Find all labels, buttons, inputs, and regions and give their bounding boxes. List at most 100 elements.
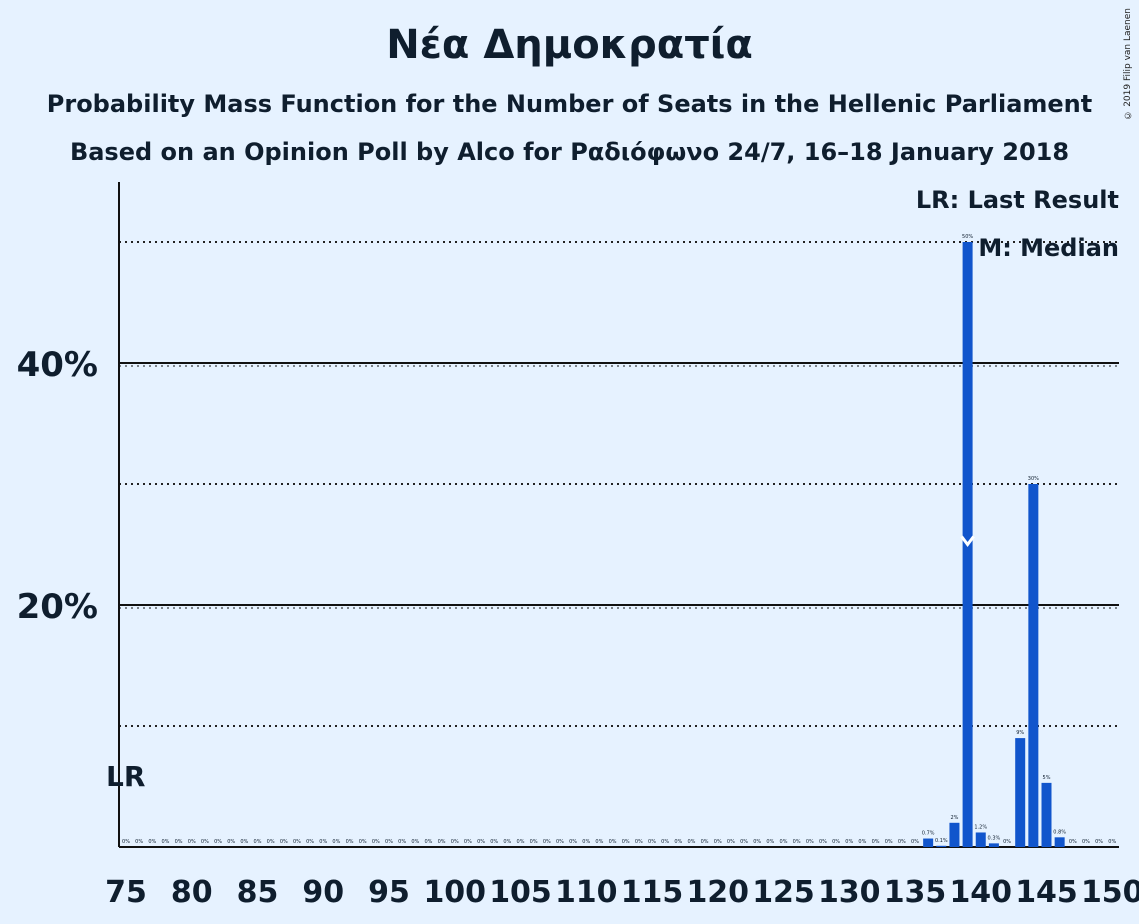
data-label-seat-86: 0% [267,839,275,845]
chart-subtitle: Probability Mass Function for the Number… [46,90,1093,118]
chart-title: Νέα Δημοκρατία [386,22,753,68]
data-label-seat-92: 0% [346,839,354,845]
data-label-seat-100: 0% [451,839,459,845]
data-label-seat-111: 0% [595,839,603,845]
data-label-seat-96: 0% [398,839,406,845]
data-label-seat-139: 50% [962,234,973,240]
x-tick-label: 150 [1081,875,1139,910]
data-label-seat-95: 0% [385,839,393,845]
data-label-seat-129: 0% [832,839,840,845]
data-label-seat-130: 0% [845,839,853,845]
data-label-seat-120: 0% [714,839,722,845]
data-label-seat-108: 0% [556,839,564,845]
data-label-seat-115: 0% [648,839,656,845]
legend-last-result: LR: Last Result [915,186,1119,214]
data-label-seat-148: 0% [1082,839,1090,845]
data-label-seat-98: 0% [424,839,432,845]
data-label-seat-146: 0.8% [1053,829,1066,835]
data-label-seat-78: 0% [161,839,169,845]
data-label-seat-87: 0% [280,839,288,845]
x-tick-label: 100 [423,875,486,910]
data-label-seat-105: 0% [517,839,525,845]
data-label-seat-97: 0% [411,839,419,845]
data-label-seat-109: 0% [569,839,577,845]
data-label-seat-80: 0% [188,839,196,845]
data-label-seat-137: 0.1% [935,838,948,844]
x-tick-label: 140 [949,875,1012,910]
data-label-seat-144: 30% [1028,476,1039,482]
data-label-seat-93: 0% [359,839,367,845]
data-label-seat-103: 0% [490,839,498,845]
data-label-seat-112: 0% [609,839,617,845]
data-label-seat-88: 0% [293,839,301,845]
data-label-seat-116: 0% [661,839,669,845]
data-label-seat-142: 0% [1003,839,1011,845]
bar-seat-143 [1015,738,1026,847]
data-label-seat-89: 0% [306,839,314,845]
x-tick-label: 120 [686,875,749,910]
data-label-seat-77: 0% [148,839,156,845]
data-label-seat-133: 0% [885,839,893,845]
x-tick-label: 135 [884,875,947,910]
data-label-seat-138: 2% [950,815,958,821]
legend-median: M: Median [978,234,1119,262]
data-label-seat-126: 0% [793,839,801,845]
data-label-seat-107: 0% [543,839,551,845]
data-label-seat-114: 0% [635,839,643,845]
x-tick-label: 90 [302,875,344,910]
data-label-seat-75: 0% [122,839,130,845]
data-label-seat-132: 0% [872,839,880,845]
median-marker [960,535,975,547]
data-label-seat-90: 0% [319,839,327,845]
data-label-seat-79: 0% [175,839,183,845]
data-label-seat-145: 5% [1043,775,1051,781]
bar-seat-141 [988,843,999,847]
bar-seat-137 [936,845,947,847]
data-label-seat-141: 0.3% [988,835,1001,841]
x-tick-label: 145 [1015,875,1078,910]
x-tick-label: 75 [105,875,147,910]
data-label-seat-143: 9% [1016,730,1024,736]
data-label-seat-123: 0% [753,839,761,845]
data-label-seat-147: 0% [1069,839,1077,845]
data-label-seat-121: 0% [727,839,735,845]
data-label-seat-122: 0% [740,839,748,845]
data-label-seat-149: 0% [1095,839,1103,845]
bar-seat-145 [1041,782,1052,847]
data-label-seat-76: 0% [135,839,143,845]
x-tick-label: 105 [489,875,552,910]
bar-seat-140 [975,832,986,847]
data-label-seat-124: 0% [766,839,774,845]
x-tick-label: 85 [237,875,279,910]
data-label-seat-99: 0% [438,839,446,845]
data-label-seat-134: 0% [898,839,906,845]
data-label-seat-102: 0% [477,839,485,845]
bar-seat-144 [1028,484,1039,847]
data-label-seat-117: 0% [674,839,682,845]
data-label-seat-135: 0% [911,839,919,845]
data-label-seat-150: 0% [1108,839,1116,845]
data-label-seat-82: 0% [214,839,222,845]
data-label-seat-84: 0% [240,839,248,845]
y-tick-label: 40% [17,345,98,385]
data-label-seat-127: 0% [806,839,814,845]
bar-seat-146 [1054,837,1065,847]
data-label-seat-94: 0% [372,839,380,845]
x-tick-label: 130 [818,875,881,910]
data-label-seat-140: 1.2% [974,824,987,830]
data-label-seat-136: 0.7% [922,831,935,837]
data-label-seat-119: 0% [701,839,709,845]
data-label-seat-101: 0% [464,839,472,845]
data-label-seat-104: 0% [503,839,511,845]
bar-seat-138 [949,822,960,847]
data-label-seat-81: 0% [201,839,209,845]
data-label-seat-83: 0% [227,839,235,845]
x-tick-label: 95 [368,875,410,910]
data-label-seat-113: 0% [622,839,630,845]
x-tick-label: 110 [555,875,618,910]
x-tick-label: 80 [171,875,213,910]
data-label-seat-131: 0% [858,839,866,845]
data-label-seat-85: 0% [254,839,262,845]
data-label-seat-125: 0% [780,839,788,845]
